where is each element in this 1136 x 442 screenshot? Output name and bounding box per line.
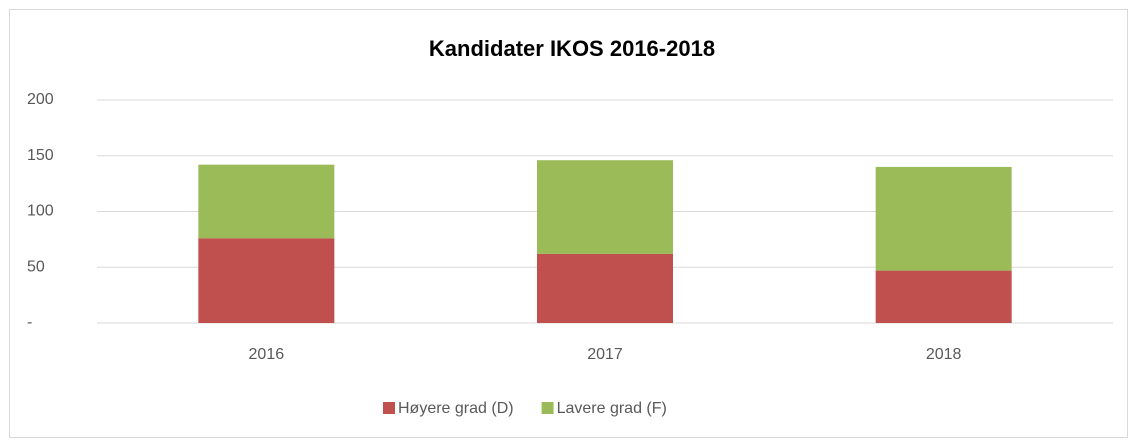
chart-title: Kandidater IKOS 2016-2018 — [429, 36, 715, 61]
bar-segment — [875, 270, 1012, 323]
y-tick-label: 50 — [27, 258, 45, 275]
legend-swatch — [541, 402, 554, 414]
y-tick-label: 100 — [27, 203, 54, 220]
legend-label: Høyere grad (D) — [398, 400, 514, 417]
bar-segment — [198, 238, 335, 323]
y-tick-label: 200 — [27, 91, 54, 108]
bar-segment — [198, 164, 335, 239]
x-tick-label: 2016 — [249, 346, 285, 363]
legend-label: Lavere grad (F) — [557, 400, 667, 417]
x-tick-label: 2017 — [587, 346, 623, 363]
y-tick-label: 150 — [27, 147, 54, 164]
legend-swatch — [383, 402, 395, 414]
bar-segment — [537, 253, 673, 323]
bar-segment — [537, 160, 673, 254]
x-tick-label: 2018 — [926, 346, 962, 363]
y-tick-label: - — [27, 314, 32, 331]
bar-segment — [875, 166, 1012, 271]
